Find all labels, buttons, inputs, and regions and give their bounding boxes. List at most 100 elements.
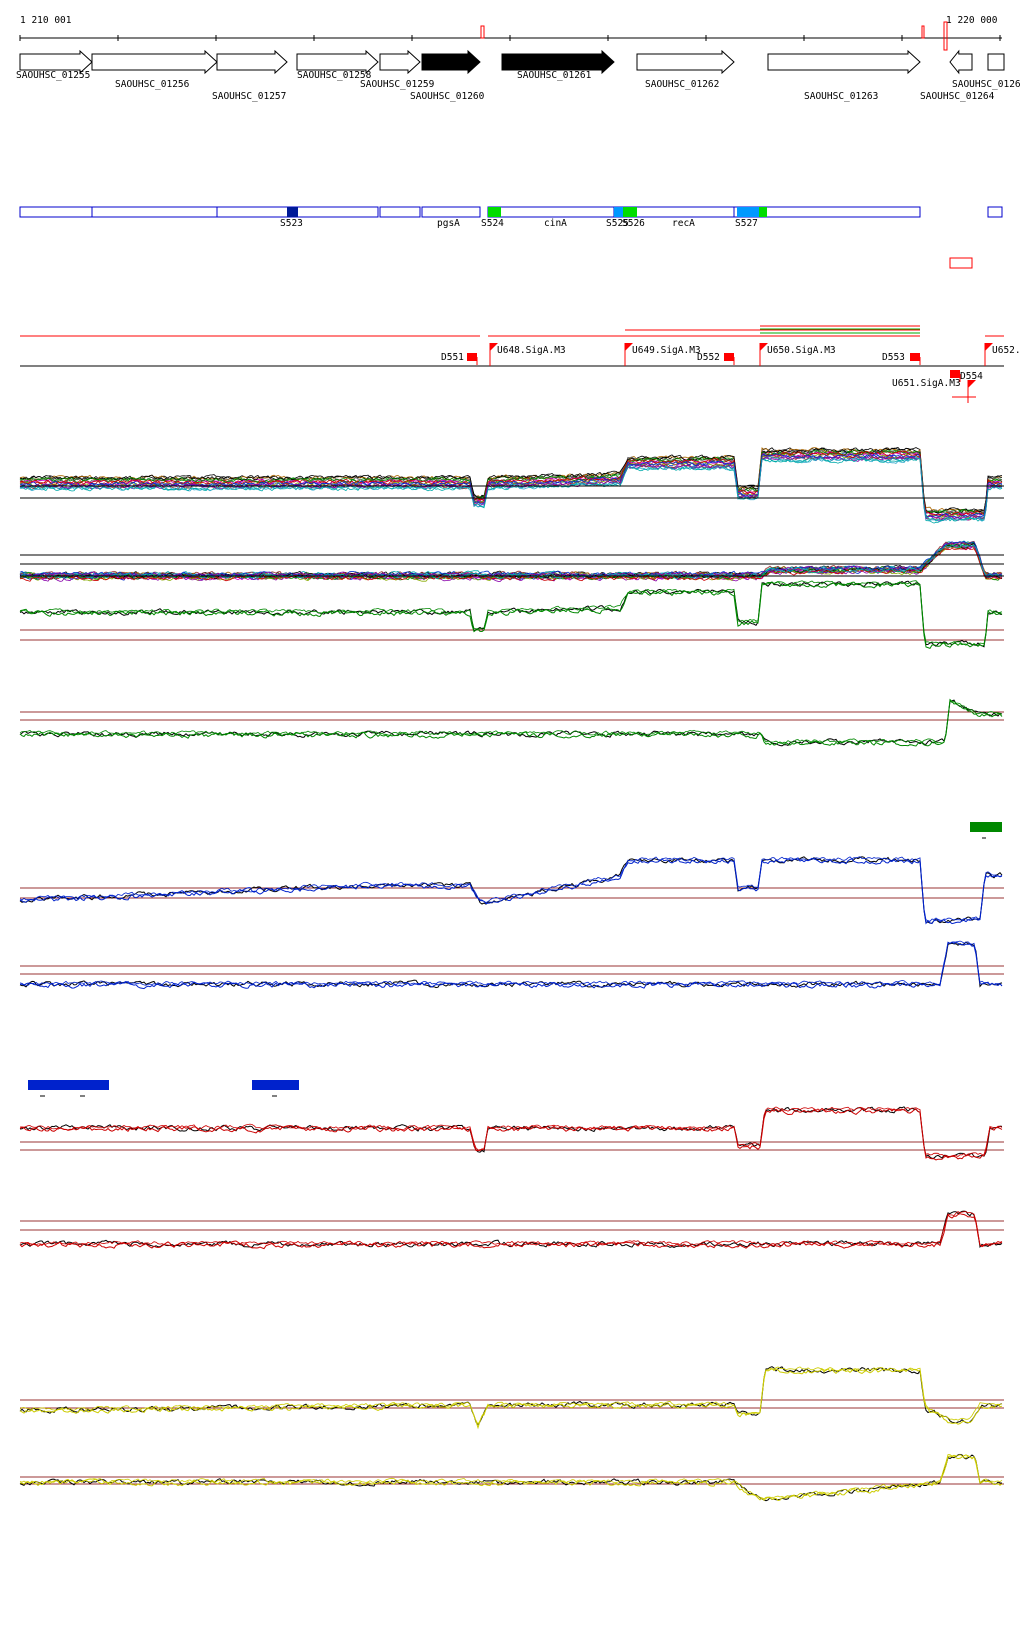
segment-box (19, 206, 93, 218)
feature-label: U648.SigA.M3 (497, 345, 566, 356)
blue-bar (28, 1080, 109, 1090)
segment-fill (287, 207, 298, 217)
track-line-red (19, 1106, 1003, 1158)
dense-line (19, 450, 1003, 516)
ruler-start-label: 1 210 001 (20, 15, 72, 26)
gene-label: SAOUHSC_01255 (16, 70, 90, 81)
gene-arrow (949, 49, 973, 75)
gene-arrow (216, 49, 288, 75)
track-line-yellow (19, 1366, 1003, 1425)
segment-box (987, 206, 1003, 218)
track-line-green (19, 580, 1003, 646)
track-line-red (19, 1107, 1003, 1161)
segment-label: cinA (544, 218, 567, 229)
dense-line (19, 452, 1003, 519)
track-line-red (19, 1211, 1003, 1247)
track-line-blue (19, 940, 1003, 986)
gene-label: SAOUHSC_01257 (212, 91, 286, 102)
feature-label: U649.SigA.M3 (632, 345, 701, 356)
track-line-black (19, 856, 1003, 924)
feature-label: U652. (992, 345, 1021, 356)
feature-label: D553 (882, 352, 905, 363)
gene-arrow (767, 49, 921, 75)
gene-label: SAOUHSC_0126 (952, 79, 1021, 90)
gene-label: SAOUHSC_01258 (297, 70, 372, 81)
dense-line (19, 449, 1003, 515)
track-line-black (19, 1453, 1003, 1502)
gene-label: SAOUHSC_01263 (804, 91, 878, 102)
ruler-marker (921, 25, 925, 39)
segment-label: S523 (280, 218, 303, 229)
feature-flag (467, 353, 477, 361)
track-line-yellow (19, 1454, 1003, 1500)
segment-fill (759, 207, 767, 217)
ruler-marker (943, 21, 948, 51)
segment-box (379, 206, 421, 218)
segment-label: recA (672, 218, 695, 229)
track-line-black (19, 580, 1003, 648)
dense-line (19, 456, 1003, 523)
feature-flag (490, 343, 498, 351)
blue-bar (252, 1080, 299, 1090)
coordinate-ruler: 1 210 001 1 220 000 (19, 15, 1002, 51)
segment-box (91, 206, 218, 218)
segment-fill (623, 207, 637, 217)
dense-line (19, 452, 1003, 519)
segment-label: S526 (622, 218, 645, 229)
gene-arrow (296, 49, 379, 75)
track-line-green (19, 698, 1003, 747)
feature-flag (910, 353, 920, 361)
gene-label: SAOUHSC_01262 (645, 79, 719, 90)
dense-line (19, 454, 1003, 522)
track-line-yellow (19, 1367, 1003, 1430)
segment-label: S525 (606, 218, 629, 229)
ruler-ticks (19, 35, 1001, 41)
segment-label: S527 (735, 218, 758, 229)
feature-flag (724, 353, 734, 361)
segment-marker (949, 257, 973, 269)
segment-fill (488, 207, 501, 217)
gene-arrow (379, 49, 421, 75)
feature-label: D552 (697, 352, 720, 363)
gene-label: SAOUHSC_01261 (517, 70, 592, 81)
ruler-marker (480, 25, 485, 39)
segment-label: pgsA (437, 218, 460, 229)
track-line-black (19, 1106, 1003, 1159)
gene-arrow (501, 49, 615, 75)
dense-line (19, 447, 1003, 514)
feature-flag (760, 343, 768, 351)
track-line-blue (20, 941, 1003, 990)
segment-fill (737, 207, 759, 217)
feature-label: U651.SigA.M3 (892, 378, 961, 389)
track-line-black (19, 1366, 1003, 1426)
annotation-bars (28, 822, 1002, 1097)
expression-track-multi-2 (19, 540, 1004, 583)
gene-arrow (636, 49, 735, 75)
gene-arrow (91, 49, 218, 75)
track-line-blue (19, 857, 1003, 925)
track-line-green (19, 581, 1003, 650)
expression-tracks (19, 580, 1004, 1502)
gene-label: SAOUHSC_01260 (410, 91, 485, 102)
feature-label: D551 (441, 352, 464, 363)
segment-box (487, 206, 615, 218)
gene-arrow (421, 49, 481, 75)
gene-arrow (19, 49, 93, 75)
ruler-end-label: 1 220 000 (946, 15, 998, 26)
gene-label: SAOUHSC_01259 (360, 79, 435, 90)
gene-track: SAOUHSC_01255 SAOUHSC_01256 SAOUHSC_01257 S… (16, 49, 1021, 102)
dense-line (19, 542, 1003, 579)
gene-arrow (987, 53, 1005, 71)
track-line-black (19, 941, 1003, 989)
feature-label: U650.SigA.M3 (767, 345, 836, 356)
green-bar (970, 822, 1002, 832)
feature-flag (968, 380, 976, 388)
feature-flag (950, 370, 960, 378)
gene-label: SAOUHSC_01256 (115, 79, 190, 90)
dense-line (19, 456, 1003, 522)
feature-flag (625, 343, 633, 351)
segment-label: S524 (481, 218, 504, 229)
